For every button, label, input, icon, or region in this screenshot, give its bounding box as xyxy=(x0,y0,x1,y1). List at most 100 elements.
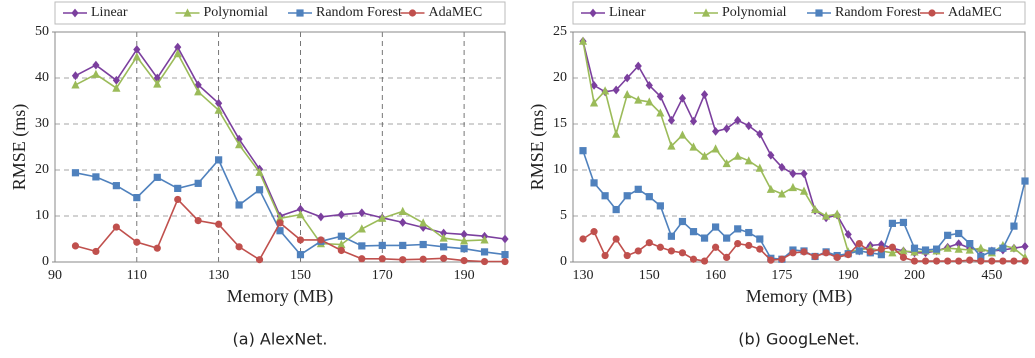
marker xyxy=(966,240,974,248)
marker xyxy=(214,105,223,114)
marker xyxy=(440,243,448,251)
marker xyxy=(408,9,417,17)
marker xyxy=(612,205,620,214)
marker xyxy=(999,257,1007,265)
marker xyxy=(183,8,192,17)
marker xyxy=(678,249,687,257)
marker xyxy=(755,163,764,172)
marker xyxy=(317,236,325,244)
marker xyxy=(689,228,698,236)
marker xyxy=(92,173,100,181)
marker xyxy=(733,151,742,160)
marker xyxy=(722,158,731,168)
marker xyxy=(877,245,885,253)
marker xyxy=(921,257,930,265)
marker xyxy=(589,8,597,18)
marker xyxy=(767,150,775,160)
marker xyxy=(317,212,325,222)
marker xyxy=(944,231,952,239)
marker xyxy=(623,251,631,260)
marker xyxy=(799,186,809,195)
marker xyxy=(700,151,709,160)
marker xyxy=(399,256,407,264)
marker xyxy=(689,142,698,151)
marker xyxy=(800,169,808,179)
marker xyxy=(612,85,620,95)
marker xyxy=(71,71,80,81)
marker xyxy=(712,126,720,136)
marker xyxy=(734,115,742,125)
y-axis-label: RMSE (ms) xyxy=(9,104,30,191)
marker xyxy=(933,257,941,265)
marker xyxy=(590,228,598,236)
marker xyxy=(928,9,936,17)
y-tick-label: 0 xyxy=(560,254,567,269)
marker xyxy=(943,243,952,252)
y-tick-label: 30 xyxy=(35,116,49,131)
marker xyxy=(399,218,407,227)
marker xyxy=(194,179,202,187)
marker xyxy=(590,179,598,187)
marker xyxy=(866,248,874,256)
marker xyxy=(358,208,366,218)
marker xyxy=(296,236,305,244)
marker xyxy=(276,219,284,227)
marker xyxy=(579,235,587,243)
marker xyxy=(634,185,642,193)
marker xyxy=(954,244,963,253)
marker xyxy=(579,147,587,155)
marker xyxy=(634,61,642,71)
marker xyxy=(501,257,509,266)
marker xyxy=(153,244,161,252)
marker xyxy=(711,144,720,153)
series-line xyxy=(75,197,505,263)
x-tick-label: 150 xyxy=(639,268,660,283)
marker xyxy=(480,257,489,266)
x-tick-label: 130 xyxy=(573,268,594,283)
marker xyxy=(358,242,366,250)
marker xyxy=(91,69,101,78)
marker xyxy=(678,217,687,226)
marker xyxy=(744,156,753,165)
marker xyxy=(678,93,687,103)
marker xyxy=(133,194,141,202)
marker xyxy=(378,255,386,263)
marker xyxy=(667,141,676,150)
marker xyxy=(132,52,141,61)
marker xyxy=(999,244,1007,252)
marker xyxy=(977,257,985,265)
marker xyxy=(899,246,908,255)
marker xyxy=(778,162,786,172)
y-tick-label: 20 xyxy=(35,162,49,177)
marker xyxy=(174,42,182,52)
marker xyxy=(988,247,996,255)
marker xyxy=(337,210,345,220)
marker xyxy=(601,86,610,95)
marker xyxy=(811,252,819,261)
marker xyxy=(789,249,797,257)
marker xyxy=(234,140,244,149)
legend-label: Linear xyxy=(609,5,646,20)
marker xyxy=(255,186,264,194)
legend-label: Polynomial xyxy=(722,5,787,20)
marker xyxy=(215,220,223,228)
marker xyxy=(71,8,79,18)
marker xyxy=(965,245,974,254)
x-tick-label: 130 xyxy=(208,268,229,283)
marker xyxy=(174,184,182,192)
marker xyxy=(276,227,284,235)
marker xyxy=(700,257,709,265)
marker xyxy=(678,130,687,139)
marker xyxy=(634,247,642,255)
marker xyxy=(910,244,919,252)
y-tick-label: 50 xyxy=(35,24,49,39)
marker xyxy=(112,223,120,231)
x-tick-label: 450 xyxy=(981,268,1002,283)
legend-box xyxy=(572,1,1026,25)
marker xyxy=(358,255,366,263)
x-tick-label: 190 xyxy=(838,268,859,283)
y-tick-label: 40 xyxy=(35,70,49,85)
marker xyxy=(501,251,509,259)
x-tick-label: 90 xyxy=(48,268,62,283)
series-line xyxy=(582,41,1026,254)
